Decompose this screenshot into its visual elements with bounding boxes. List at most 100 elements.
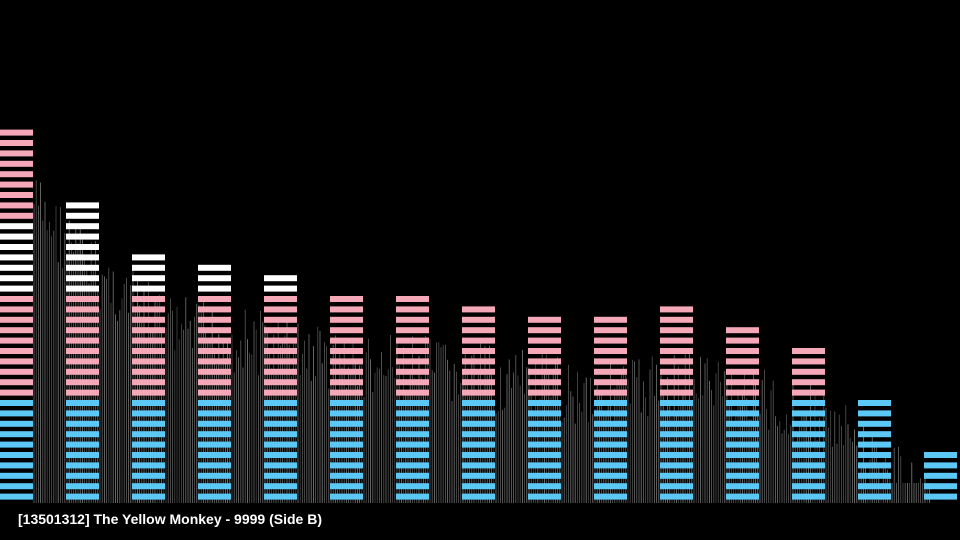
- bar-segment: [66, 379, 99, 386]
- bar-segment: [66, 472, 99, 479]
- bar-segment: [132, 400, 165, 406]
- bar-segment: [660, 327, 693, 334]
- bar-segment: [396, 337, 429, 344]
- bar-segment: [0, 327, 33, 334]
- bar-segment: [660, 348, 693, 354]
- bar-segment: [528, 483, 561, 490]
- bar-segment: [0, 171, 33, 178]
- bar-segment: [66, 493, 99, 500]
- bar-segment: [528, 410, 561, 417]
- bar-segment: [660, 462, 693, 469]
- bar-segment: [462, 400, 495, 406]
- bar-segment: [528, 379, 561, 386]
- bar-segment: [132, 483, 165, 490]
- bar-segment: [726, 327, 759, 334]
- bar-segment: [0, 150, 33, 157]
- bar-segment: [594, 483, 627, 490]
- bar-segment: [264, 348, 297, 354]
- bar-segment: [330, 337, 363, 344]
- bar-segment: [132, 358, 165, 365]
- bar-segment: [264, 441, 297, 448]
- bar-segment: [792, 358, 825, 365]
- bar-segment: [528, 400, 561, 406]
- now-playing-title: [13501312] The Yellow Monkey - 9999 (Sid…: [18, 511, 322, 527]
- spectrum-bars: [0, 129, 957, 500]
- spectrum-bar: [132, 254, 165, 500]
- bar-segment: [198, 316, 231, 323]
- bar-segment: [858, 431, 891, 438]
- bar-segment: [528, 368, 561, 375]
- bar-segment: [66, 285, 99, 292]
- bar-segment: [66, 441, 99, 448]
- bar-segment: [132, 275, 165, 282]
- bar-segment: [462, 431, 495, 438]
- bar-segment: [396, 420, 429, 427]
- bar-segment: [0, 212, 33, 219]
- bar-segment: [660, 410, 693, 417]
- bar-segment: [660, 337, 693, 344]
- bar-segment: [330, 472, 363, 479]
- bar-segment: [0, 420, 33, 427]
- bar-segment: [924, 472, 957, 479]
- bar-segment: [0, 129, 33, 136]
- bar-segment: [594, 316, 627, 323]
- bar-segment: [726, 452, 759, 458]
- spectrum-bar: [660, 306, 693, 500]
- bar-segment: [0, 254, 33, 261]
- bar-segment: [660, 472, 693, 479]
- bar-segment: [198, 400, 231, 406]
- bar-segment: [198, 296, 231, 302]
- bar-segment: [594, 493, 627, 500]
- spectrum-bar: [330, 296, 363, 500]
- bar-segment: [528, 348, 561, 354]
- bar-segment: [858, 420, 891, 427]
- spectrum-bar: [462, 306, 495, 500]
- bar-segment: [132, 389, 165, 396]
- bar-segment: [264, 462, 297, 469]
- bar-segment: [132, 441, 165, 448]
- bar-segment: [330, 389, 363, 396]
- bar-segment: [198, 441, 231, 448]
- bar-segment: [660, 316, 693, 323]
- spectrum-bar: [924, 452, 957, 500]
- bar-segment: [660, 400, 693, 406]
- bar-segment: [66, 264, 99, 271]
- bar-segment: [132, 462, 165, 469]
- bar-segment: [66, 452, 99, 458]
- bar-segment: [594, 337, 627, 344]
- bar-segment: [66, 275, 99, 282]
- bar-segment: [858, 452, 891, 458]
- bar-segment: [660, 483, 693, 490]
- bar-segment: [0, 431, 33, 438]
- bar-segment: [462, 316, 495, 323]
- bar-segment: [330, 327, 363, 334]
- bar-segment: [396, 389, 429, 396]
- bar-segment: [528, 358, 561, 365]
- bar-segment: [264, 452, 297, 458]
- bar-segment: [462, 348, 495, 354]
- bar-segment: [132, 254, 165, 261]
- bar-segment: [858, 493, 891, 500]
- bar-segment: [528, 389, 561, 396]
- bar-segment: [198, 358, 231, 365]
- bar-segment: [396, 348, 429, 354]
- bar-segment: [726, 493, 759, 500]
- bar-segment: [264, 327, 297, 334]
- bar-segment: [792, 379, 825, 386]
- bar-segment: [264, 400, 297, 406]
- bar-segment: [726, 410, 759, 417]
- bar-segment: [726, 400, 759, 406]
- spectrum-bar: [858, 400, 891, 500]
- bar-segment: [198, 410, 231, 417]
- bar-segment: [198, 368, 231, 375]
- spectrum-bar: [726, 327, 759, 500]
- bar-segment: [66, 244, 99, 250]
- bar-segment: [594, 348, 627, 354]
- bar-segment: [0, 379, 33, 386]
- bar-segment: [396, 379, 429, 386]
- bar-segment: [0, 140, 33, 146]
- bar-segment: [726, 483, 759, 490]
- bar-segment: [594, 358, 627, 365]
- bar-segment: [264, 431, 297, 438]
- spectrum-bar: [198, 264, 231, 500]
